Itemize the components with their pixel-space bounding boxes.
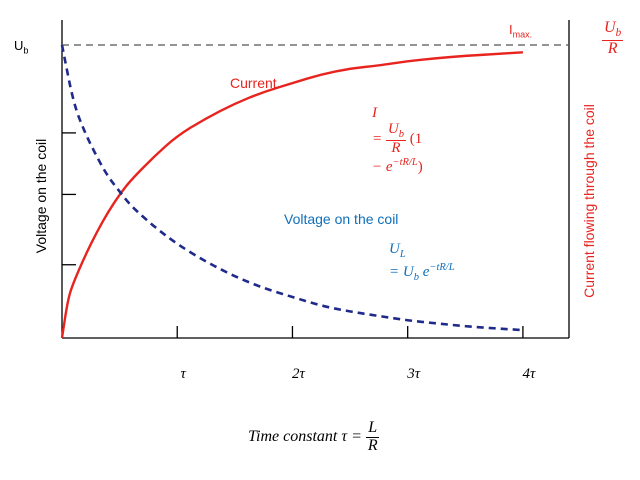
- current-formula: I = Ub R (1 − e−tR/L): [372, 104, 423, 176]
- current-formula-paren-open: (1: [409, 130, 423, 147]
- voltage-formula-lhs: UL: [389, 240, 455, 261]
- left-axis-label-text: Voltage on the coil: [33, 138, 49, 254]
- voltage-formula-u-sub: L: [399, 249, 406, 260]
- current-formula-line1: = Ub R (1: [372, 121, 423, 157]
- current-formula-num-sub: b: [398, 129, 404, 140]
- voltage-formula-exponent: −tR/L: [429, 262, 455, 274]
- ub-numerator-sub: b: [615, 27, 622, 40]
- current-formula-num: U: [387, 121, 399, 137]
- voltage-formula-u: U: [389, 241, 400, 257]
- x-tick-label-4: 4τ: [522, 366, 536, 382]
- x-tick-label-1: τ: [181, 366, 187, 382]
- voltage-curve: [60, 44, 523, 332]
- right-axis-label: Current flowing through the coil: [581, 104, 597, 298]
- current-formula-den: R: [391, 140, 401, 157]
- voltage-formula-eq: = U: [389, 264, 414, 281]
- voltage-formula-e: e: [422, 264, 430, 281]
- right-axis-label-text: Current flowing through the coil: [581, 104, 597, 298]
- voltage-formula: UL = Ub e−tR/L: [389, 240, 455, 284]
- ub-numerator: U: [604, 19, 616, 36]
- imax-label: Imax.: [509, 22, 532, 40]
- current-formula-equals: =: [372, 130, 383, 147]
- ub-symbol: U: [14, 38, 24, 53]
- current-formula-paren-close: ): [417, 158, 423, 175]
- x-axis-label-text: Time constant τ =: [248, 427, 362, 445]
- x-axis-label-den: R: [367, 436, 378, 454]
- imax-subscript: max.: [512, 29, 533, 40]
- imax-symbol: I: [509, 22, 513, 37]
- voltage-series-label: Voltage on the coil: [284, 211, 399, 227]
- current-formula-exponent: −tR/L: [392, 156, 418, 168]
- r-denominator: R: [607, 39, 618, 57]
- voltage-formula-rhs: = Ub e−tR/L: [389, 261, 455, 284]
- right-axis-top-fraction: Ub R: [602, 19, 624, 58]
- current-formula-lhs: I: [372, 105, 377, 121]
- x-axis-label-num: L: [366, 419, 380, 438]
- x-tick-label-2: 2τ: [292, 366, 306, 382]
- ub-subscript: b: [23, 45, 29, 56]
- left-axis-top-label: Ub: [14, 38, 28, 56]
- current-series-label: Current: [230, 75, 277, 91]
- current-formula-line2: − e−tR/L): [372, 157, 423, 176]
- left-axis-label: Voltage on the coil: [33, 139, 49, 253]
- current-curve: [60, 51, 523, 339]
- current-formula-exp-base: − e: [372, 158, 393, 175]
- voltage-formula-eq-sub: b: [413, 272, 419, 284]
- x-axis-label: Time constant τ = L R: [248, 419, 380, 455]
- x-tick-label-3: 3τ: [406, 366, 421, 382]
